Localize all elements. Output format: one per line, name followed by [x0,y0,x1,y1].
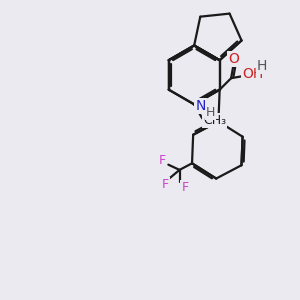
Text: F: F [181,181,188,194]
Text: N: N [196,99,206,113]
Text: H: H [206,106,215,119]
Text: H: H [256,58,267,73]
Text: O: O [228,52,239,66]
Text: F: F [162,178,169,191]
Text: F: F [158,154,165,167]
Text: OH: OH [242,68,263,81]
Text: CH₃: CH₃ [203,114,226,127]
